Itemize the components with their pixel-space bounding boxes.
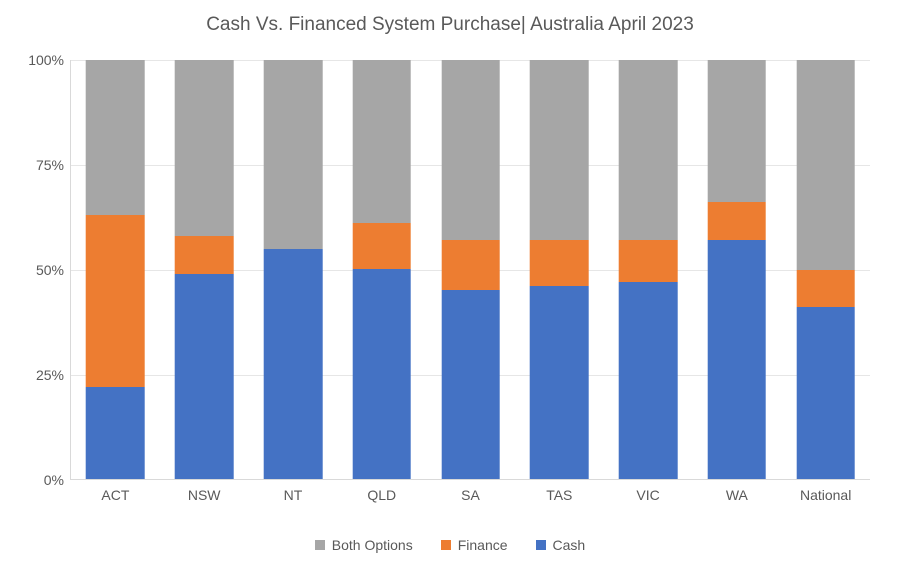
x-tick-label: NSW <box>160 487 249 503</box>
y-tick-label: 0% <box>20 472 64 488</box>
stacked-bar <box>619 60 678 479</box>
bar-segment-both_options <box>619 60 678 240</box>
legend-item-cash: Cash <box>536 537 586 553</box>
chart-title: Cash Vs. Financed System Purchase| Austr… <box>0 14 900 36</box>
bar-segment-cash <box>441 290 500 479</box>
bar-segment-finance <box>352 223 411 269</box>
x-tick-label: SA <box>426 487 515 503</box>
bar-segment-cash <box>708 240 767 479</box>
bar-segment-finance <box>86 215 145 387</box>
bar-segment-cash <box>86 387 145 479</box>
bar-slot: WA <box>692 60 781 479</box>
bar-slot: VIC <box>604 60 693 479</box>
bar-segment-finance <box>530 240 589 286</box>
bar-slot: NT <box>249 60 338 479</box>
stacked-bar <box>530 60 589 479</box>
bar-segment-both_options <box>530 60 589 240</box>
x-tick-label: VIC <box>604 487 693 503</box>
legend-label: Cash <box>553 537 586 553</box>
x-tick-label: QLD <box>337 487 426 503</box>
stacked-bar <box>796 60 855 479</box>
x-tick-label: National <box>781 487 870 503</box>
plot-area: ACTNSWNTQLDSATASVICWANational <box>70 60 870 480</box>
bar-segment-both_options <box>86 60 145 215</box>
bar-segment-both_options <box>708 60 767 202</box>
bar-slot: TAS <box>515 60 604 479</box>
bar-segment-finance <box>175 236 234 274</box>
bar-segment-cash <box>619 282 678 479</box>
bar-segment-both_options <box>441 60 500 240</box>
bar-segment-cash <box>264 249 323 479</box>
x-tick-label: NT <box>249 487 338 503</box>
legend-swatch-icon <box>536 540 546 550</box>
legend-label: Finance <box>458 537 508 553</box>
stacked-bar <box>352 60 411 479</box>
stacked-bar <box>441 60 500 479</box>
legend-swatch-icon <box>441 540 451 550</box>
stacked-bar <box>175 60 234 479</box>
bar-slot: NSW <box>160 60 249 479</box>
x-tick-label: WA <box>692 487 781 503</box>
bar-segment-cash <box>530 286 589 479</box>
y-tick-label: 50% <box>20 262 64 278</box>
bar-segment-both_options <box>264 60 323 249</box>
bar-segment-cash <box>352 269 411 479</box>
bar-segment-both_options <box>796 60 855 270</box>
chart-container: Cash Vs. Financed System Purchase| Austr… <box>0 0 900 565</box>
stacked-bar <box>264 60 323 479</box>
bar-segment-both_options <box>175 60 234 236</box>
stacked-bar <box>708 60 767 479</box>
y-tick-label: 100% <box>20 52 64 68</box>
bar-slot: SA <box>426 60 515 479</box>
legend: Both Options Finance Cash <box>0 537 900 553</box>
bar-segment-finance <box>441 240 500 290</box>
x-tick-label: ACT <box>71 487 160 503</box>
y-tick-label: 75% <box>20 157 64 173</box>
stacked-bar <box>86 60 145 479</box>
legend-swatch-icon <box>315 540 325 550</box>
legend-item-both_options: Both Options <box>315 537 413 553</box>
legend-label: Both Options <box>332 537 413 553</box>
bar-segment-cash <box>175 274 234 479</box>
y-tick-label: 25% <box>20 367 64 383</box>
bar-segment-both_options <box>352 60 411 223</box>
bar-segment-finance <box>708 202 767 240</box>
bars-group: ACTNSWNTQLDSATASVICWANational <box>71 60 870 479</box>
x-tick-label: TAS <box>515 487 604 503</box>
bar-segment-finance <box>796 270 855 308</box>
bar-slot: National <box>781 60 870 479</box>
bar-slot: ACT <box>71 60 160 479</box>
bar-slot: QLD <box>337 60 426 479</box>
bar-segment-finance <box>619 240 678 282</box>
bar-segment-cash <box>796 307 855 479</box>
legend-item-finance: Finance <box>441 537 508 553</box>
